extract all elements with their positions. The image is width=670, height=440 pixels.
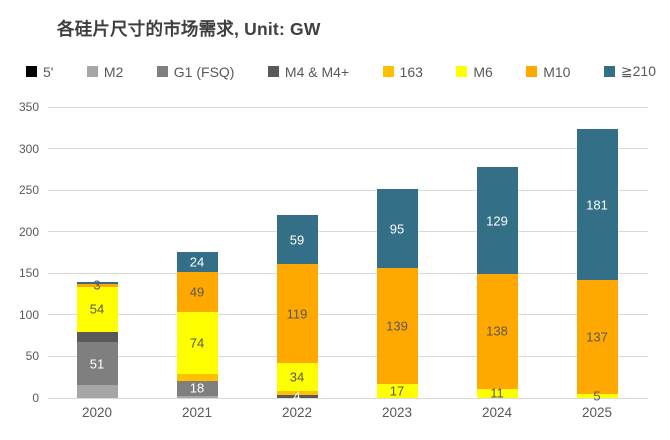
bar-segment-2021-M2 (176, 395, 218, 398)
plot-area: 0 50 100 150 200 250 300 350 51 54 3 2020 18 74 49 24 20… (19, 100, 648, 420)
data-label-2022-M10: 119 (286, 306, 308, 322)
bar-segment-2020-M4 & M4+ (76, 331, 118, 343)
legend-item-1: 5' (26, 64, 53, 80)
bar-segment-2025-M6: 5 (576, 389, 618, 402)
legend-swatch-icon (382, 66, 394, 77)
bar-segment-2022-M10: 119 (276, 264, 318, 364)
data-label-2024-M6: 11 (490, 385, 504, 401)
data-label-2025-≧210: 181 (586, 197, 608, 213)
legend-item-4: M4 & M4+ (267, 63, 350, 80)
legend-label: M10 (543, 63, 571, 80)
legend-swatch-icon (603, 66, 615, 77)
x-axis-tick-2024: 2024 (481, 405, 513, 420)
legend-label: ≧210 (620, 63, 656, 79)
bar-2020: 51 54 3 (76, 279, 118, 398)
bar-segment-2021-G1 (FSQ): 18 (176, 380, 218, 396)
x-axis-tick-2021: 2021 (181, 405, 213, 420)
legend-swatch-icon (526, 66, 538, 77)
x-axis-tick-2022: 2022 (281, 405, 313, 420)
data-label-2024-M10: 138 (486, 323, 508, 339)
legend-item-2: M2 (86, 63, 124, 80)
y-axis-tick-200: 200 (18, 224, 39, 239)
legend-label: M4 & M4+ (284, 63, 350, 80)
y-axis-tick-100: 100 (18, 307, 39, 322)
data-label-2023-M10: 139 (386, 318, 408, 334)
bar-segment-2021-M10: 49 (176, 271, 218, 313)
y-axis-tick-50: 50 (25, 349, 39, 364)
chart-legend: 5' M2 G1 (FSQ) M4 & M4+ 163 M6 M10 ≧210 (26, 63, 656, 80)
bar-segment-2023-≧210: 95 (376, 189, 418, 269)
data-label-2021-≧210: 24 (189, 254, 205, 270)
legend-swatch-icon (86, 66, 98, 77)
bar-segment-2025-M10: 137 (576, 279, 618, 394)
gridline-350 (48, 106, 648, 108)
y-axis-tick-350: 350 (18, 100, 39, 114)
legend-swatch-icon (267, 66, 279, 77)
gridline-0 (48, 397, 648, 399)
gridline-300 (48, 148, 648, 150)
gridline-150 (48, 272, 648, 274)
bar-segment-2020-G1 (FSQ): 51 (76, 342, 118, 385)
x-axis-tick-2025: 2025 (581, 405, 613, 420)
bar-segment-2021-M6: 74 (176, 312, 218, 374)
data-label-2023-M6: 17 (389, 383, 405, 399)
bar-segment-2023-M6: 17 (376, 383, 418, 399)
bar-2025: 5 137 181 (576, 129, 618, 402)
legend-item-8: ≧210 (603, 63, 656, 80)
legend-item-7: M10 (526, 64, 570, 80)
gridline-200 (48, 231, 648, 233)
legend-swatch-icon (456, 66, 468, 77)
y-axis-tick-150: 150 (18, 266, 39, 281)
legend-label: 5' (43, 63, 54, 80)
bar-segment-2022-M4 & M4+: 4 (276, 390, 318, 403)
data-label-2023-≧210: 95 (389, 221, 405, 237)
data-label-2022-≧210: 59 (289, 232, 305, 248)
chart-title: 各硅片尺寸的市场需求, Unit: GW (57, 19, 321, 39)
data-label-2021-M10: 49 (189, 284, 205, 300)
x-axis-tick-2020: 2020 (81, 405, 113, 420)
data-label-2021-G1 (FSQ): 18 (189, 380, 205, 396)
legend-item-5: 163 (382, 63, 423, 80)
legend-item-3: G1 (FSQ) (156, 63, 235, 80)
gridline-50 (48, 355, 648, 357)
gridline-100 (48, 314, 648, 316)
bar-segment-2020-M10: 3 (76, 279, 118, 292)
legend-label: G1 (FSQ) (173, 63, 235, 80)
legend-label: M2 (103, 63, 124, 80)
legend-swatch-icon (26, 66, 37, 77)
data-label-2024-≧210: 129 (486, 213, 508, 228)
bar-segment-2020-M2 (76, 384, 118, 398)
bar-segment-2022-≧210: 59 (276, 215, 318, 265)
bar-segment-2020-≧210 (76, 282, 118, 285)
legend-label: M6 (473, 63, 493, 80)
bar-2024: 11 138 129 (476, 166, 518, 401)
data-label-2021-M6: 74 (189, 335, 205, 351)
bar-segment-2020-M6: 54 (76, 286, 118, 332)
bar-segment-2023-M10: 139 (376, 268, 418, 384)
y-axis-tick-0: 0 (32, 391, 39, 405)
data-label-2020-M6: 54 (89, 301, 105, 317)
bar-segment-2021-≧210: 24 (176, 251, 218, 272)
legend-swatch-icon (156, 66, 168, 77)
y-axis-tick-250: 250 (18, 183, 39, 198)
legend-label: 163 (399, 63, 423, 80)
bar-segment-2022-M6: 34 (276, 363, 318, 392)
data-label-2020-G1 (FSQ): 51 (89, 356, 105, 371)
x-axis-tick-2023: 2023 (381, 405, 413, 420)
bar-2022: 4 34 119 59 (276, 215, 318, 403)
bar-segment-2024-≧210: 129 (476, 166, 518, 275)
bar-2023: 17 139 95 (376, 189, 418, 399)
bar-2021: 18 74 49 24 (176, 251, 218, 398)
data-label-2025-M10: 137 (586, 329, 608, 345)
bar-segment-2021-163 (176, 373, 218, 381)
legend-item-6: M6 (456, 63, 493, 80)
data-label-2022-M6: 34 (289, 369, 305, 385)
bar-segment-2024-M10: 138 (476, 274, 518, 389)
bar-segment-2024-M6: 11 (476, 385, 518, 401)
y-axis-tick-300: 300 (18, 141, 39, 156)
gridline-250 (48, 189, 648, 191)
bar-segment-2025-≧210: 181 (576, 129, 618, 280)
bar-segment-2022-163 (276, 391, 318, 395)
